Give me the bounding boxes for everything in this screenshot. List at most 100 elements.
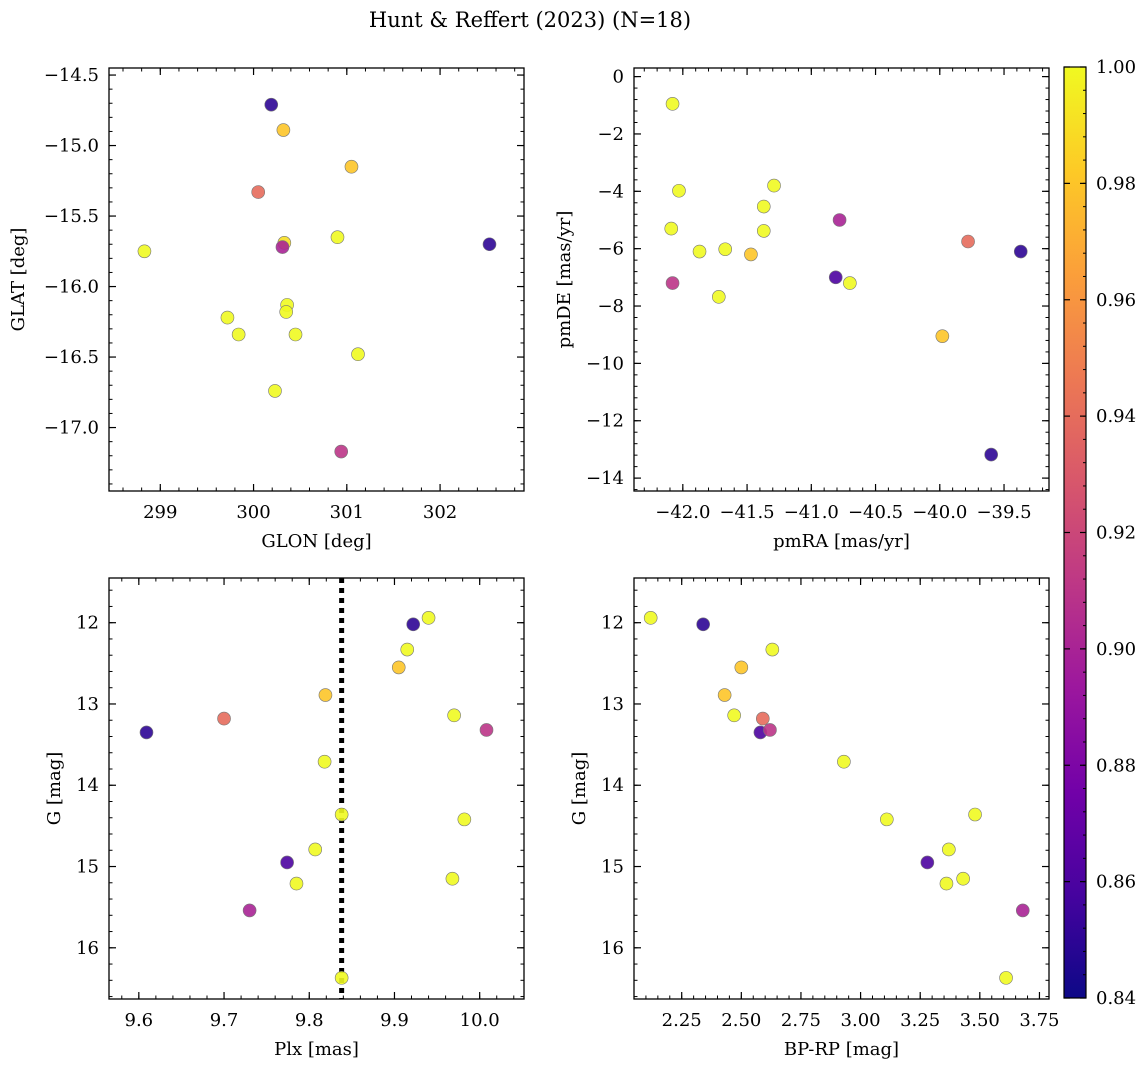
colorbar-tick-label: 0.90 xyxy=(1096,639,1136,660)
x-axis-label: pmRA [mas/yr] xyxy=(773,531,910,552)
colorbar-tick-label: 0.94 xyxy=(1096,406,1136,427)
y-tick-label: −12 xyxy=(586,411,624,432)
colorbar-tick-label: 0.96 xyxy=(1096,290,1136,311)
data-point xyxy=(765,642,780,657)
data-point xyxy=(334,807,349,822)
y-axis-label: G [mag] xyxy=(569,752,590,825)
y-tick-label: −16.0 xyxy=(44,277,99,298)
y-tick-label: −15.5 xyxy=(44,206,99,227)
data-point xyxy=(727,708,741,723)
x-tick-label: 9.6 xyxy=(125,1010,154,1031)
x-tick-label: 3.25 xyxy=(900,1010,940,1031)
data-point xyxy=(920,855,935,870)
data-point xyxy=(391,660,406,675)
data-point xyxy=(231,327,246,342)
y-tick-label: 16 xyxy=(601,938,624,959)
data-point xyxy=(400,642,415,657)
data-point xyxy=(421,611,436,625)
data-point xyxy=(276,123,291,137)
data-point xyxy=(717,688,732,702)
x-tick-label: 2.75 xyxy=(781,1010,821,1031)
figure-title: Hunt & Reffert (2023) (N=18) xyxy=(369,8,691,32)
data-point xyxy=(351,347,365,362)
x-tick-label: 3.00 xyxy=(841,1010,881,1031)
x-axis-label: GLON [deg] xyxy=(261,531,371,552)
data-point xyxy=(968,807,982,822)
y-tick-label: 15 xyxy=(76,857,99,878)
data-point xyxy=(264,97,279,112)
data-point xyxy=(308,842,323,857)
x-tick-label: 9.9 xyxy=(380,1010,409,1031)
data-point xyxy=(217,711,231,726)
x-tick-label: 300 xyxy=(236,502,270,523)
data-point xyxy=(767,178,781,193)
data-point xyxy=(756,224,771,238)
data-point xyxy=(939,876,954,891)
data-point xyxy=(961,234,975,249)
data-point xyxy=(696,617,710,632)
data-point xyxy=(734,660,749,675)
data-point xyxy=(344,159,359,174)
data-point xyxy=(665,97,680,111)
data-point xyxy=(665,276,680,290)
data-point xyxy=(288,327,303,342)
panel-pmra-pmde: −42.0 −41.5 −41.0 −40.5 −40.0 −39.5 0 −2 −4 −6 −8 −… xyxy=(554,67,1050,552)
data-point xyxy=(280,855,294,870)
data-point xyxy=(251,185,266,199)
data-point xyxy=(457,812,472,827)
x-tick-label: 9.7 xyxy=(210,1010,239,1031)
data-point xyxy=(406,617,421,632)
y-tick-label: 12 xyxy=(601,613,624,634)
panel-plx-g: 9.6 9.7 9.8 9.9 10.0 12 13 14 15 16 Plx [mas] G [ma… xyxy=(44,577,525,1060)
data-point xyxy=(334,971,349,985)
y-tick-label: 13 xyxy=(601,694,624,715)
colorbar: 0.84 0.86 0.88 0.90 0.92 0.94 0.96 0.98 1.00 xyxy=(1063,57,1136,1009)
data-point xyxy=(880,812,894,827)
data-point xyxy=(268,384,282,398)
data-point xyxy=(1015,903,1030,918)
y-tick-label: −6 xyxy=(597,239,624,260)
x-tick-label: 10.0 xyxy=(460,1010,500,1031)
data-point xyxy=(828,270,843,285)
data-point xyxy=(763,723,777,737)
data-point xyxy=(279,305,293,319)
data-point xyxy=(843,276,857,290)
data-point xyxy=(744,247,758,262)
data-point xyxy=(289,876,304,891)
y-tick-label: 16 xyxy=(76,938,99,959)
panel-bprp-g: 2.25 2.50 2.75 3.00 3.25 3.50 3.75 12 13 14 15 16 BP… xyxy=(569,577,1059,1060)
data-point xyxy=(718,242,733,257)
data-point xyxy=(692,244,707,259)
data-point xyxy=(139,725,154,740)
y-tick-label: 14 xyxy=(601,775,624,796)
data-point xyxy=(664,221,679,236)
colorbar-tick-label: 0.98 xyxy=(1096,173,1136,194)
x-tick-label: −39.5 xyxy=(976,502,1031,523)
data-point xyxy=(137,244,152,259)
y-tick-label: −15.0 xyxy=(44,136,99,157)
y-tick-label: −17.0 xyxy=(44,418,99,439)
y-tick-label: −8 xyxy=(597,296,624,317)
x-tick-label: −40.5 xyxy=(848,502,903,523)
panel-glon-glat: 299 300 301 302 −14.5 −15.0 −15.5 −16.0 −16.5 −17… xyxy=(8,65,525,552)
y-tick-label: 15 xyxy=(601,857,624,878)
colorbar-tick-label: 0.92 xyxy=(1096,523,1136,544)
y-tick-label: 13 xyxy=(76,694,99,715)
data-point xyxy=(330,230,345,244)
axes-frame xyxy=(633,67,1050,492)
y-axis-label: pmDE [mas/yr] xyxy=(554,211,575,349)
x-tick-label: −41.0 xyxy=(784,502,839,523)
colorbar-tick-label: 0.88 xyxy=(1096,755,1136,776)
data-point xyxy=(318,688,333,702)
colorbar-tick-label: 0.84 xyxy=(1096,988,1136,1009)
data-point xyxy=(672,183,686,198)
x-tick-label: 2.25 xyxy=(662,1010,702,1031)
data-point xyxy=(756,199,771,214)
y-tick-label: −14 xyxy=(586,468,624,489)
data-point xyxy=(643,611,658,625)
y-tick-label: −10 xyxy=(586,353,624,374)
x-tick-label: 3.50 xyxy=(960,1010,1000,1031)
x-tick-label: 3.75 xyxy=(1019,1010,1059,1031)
data-point xyxy=(317,754,332,769)
data-point xyxy=(220,310,235,325)
